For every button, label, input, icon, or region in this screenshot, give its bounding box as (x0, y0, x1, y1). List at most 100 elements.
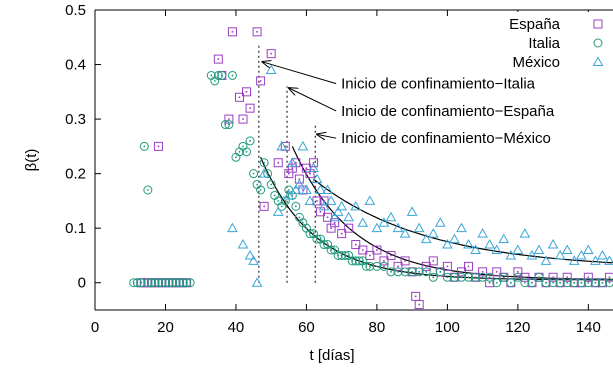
data-point-dot (277, 161, 280, 164)
x-tick-label: 120 (505, 319, 530, 336)
data-point (322, 184, 333, 194)
data-point-dot (238, 150, 241, 153)
data-point-dot (347, 254, 350, 257)
data-point (242, 87, 252, 97)
data-point (290, 184, 302, 194)
data-point-dot (305, 167, 308, 169)
data-point (561, 244, 573, 254)
data-point (245, 103, 255, 113)
data-point-dot (326, 216, 329, 219)
data-point-dot (601, 281, 604, 284)
data-point (428, 272, 438, 282)
data-point (568, 255, 580, 265)
data-point (379, 256, 389, 266)
x-tick-label: 0 (91, 319, 99, 336)
data-point-dot (411, 270, 414, 273)
data-point-dot (277, 200, 280, 202)
data-point-dot (302, 189, 304, 191)
annotation-arrow (317, 134, 337, 138)
data-point (414, 267, 424, 277)
data-point-dot (319, 238, 322, 240)
data-point (569, 278, 579, 288)
data-point (358, 245, 368, 255)
data-point (548, 278, 558, 288)
data-point (562, 272, 572, 282)
data-point-dot (220, 74, 223, 77)
data-point (582, 244, 594, 254)
confinement-lines (258, 42, 316, 283)
data-point (371, 222, 383, 233)
data-point-dot (460, 276, 463, 279)
data-point (224, 120, 234, 130)
data-point-dot (376, 249, 378, 251)
data-point (421, 267, 431, 277)
data-point-dot (242, 145, 244, 148)
data-point (393, 261, 403, 271)
data-point (400, 256, 410, 266)
data-point-dot (139, 281, 142, 284)
data-point (318, 200, 330, 211)
data-point-dot (425, 270, 428, 273)
data-point (283, 189, 295, 200)
data-point-dot (249, 107, 251, 109)
data-point-dot (189, 281, 192, 284)
x-tick-label: 20 (157, 319, 174, 336)
legend-marker (592, 56, 604, 66)
data-point-dot (298, 216, 301, 219)
data-point-dot (418, 303, 420, 306)
data-point (520, 278, 530, 288)
data-point (492, 267, 502, 277)
data-point (385, 211, 397, 222)
data-point (256, 185, 266, 195)
data-point-dot (573, 281, 576, 284)
data-point (301, 184, 312, 194)
data-point (540, 255, 552, 265)
y-tick-label: 0.1 (65, 220, 86, 237)
data-point (478, 272, 488, 282)
data-point (336, 200, 348, 211)
data-point (325, 195, 337, 205)
data-point (590, 278, 600, 288)
data-point (456, 222, 467, 233)
data-point-dot (309, 172, 311, 175)
data-point (245, 136, 255, 146)
data-point (456, 272, 466, 282)
data-point-dot (414, 295, 417, 298)
data-point (291, 201, 301, 211)
data-point-dot (312, 232, 315, 235)
series-mexico (227, 64, 613, 287)
data-point-dot (231, 74, 234, 77)
data-point-dot (288, 172, 290, 175)
data-point-dot (524, 281, 526, 284)
data-point (386, 267, 396, 277)
data-point (357, 217, 369, 227)
data-point (427, 228, 439, 238)
data-point-dot (263, 161, 266, 164)
data-point (575, 249, 587, 260)
y-tick-label: 0 (78, 275, 86, 292)
data-point-dot (326, 243, 329, 246)
data-point-dot (594, 281, 597, 284)
plot-area (129, 27, 613, 310)
data-point (597, 278, 607, 288)
data-point (505, 249, 517, 260)
data-point (256, 76, 266, 86)
data-point (249, 169, 259, 179)
data-point-dot (302, 221, 304, 224)
data-point-dot (316, 200, 318, 202)
data-point (350, 200, 362, 211)
x-tick-label: 60 (298, 319, 315, 336)
data-point (136, 278, 146, 288)
data-point (378, 217, 390, 227)
y-tick-label: 0.4 (65, 57, 86, 74)
x-tick-label: 40 (228, 319, 245, 336)
data-point-dot (305, 227, 308, 230)
data-point (526, 249, 538, 260)
data-point-dot (273, 194, 276, 197)
data-point (428, 256, 438, 266)
data-point-dot (369, 254, 371, 257)
y-tick-label: 0.2 (65, 166, 86, 183)
data-point (435, 267, 445, 277)
data-point-dot (495, 271, 498, 273)
